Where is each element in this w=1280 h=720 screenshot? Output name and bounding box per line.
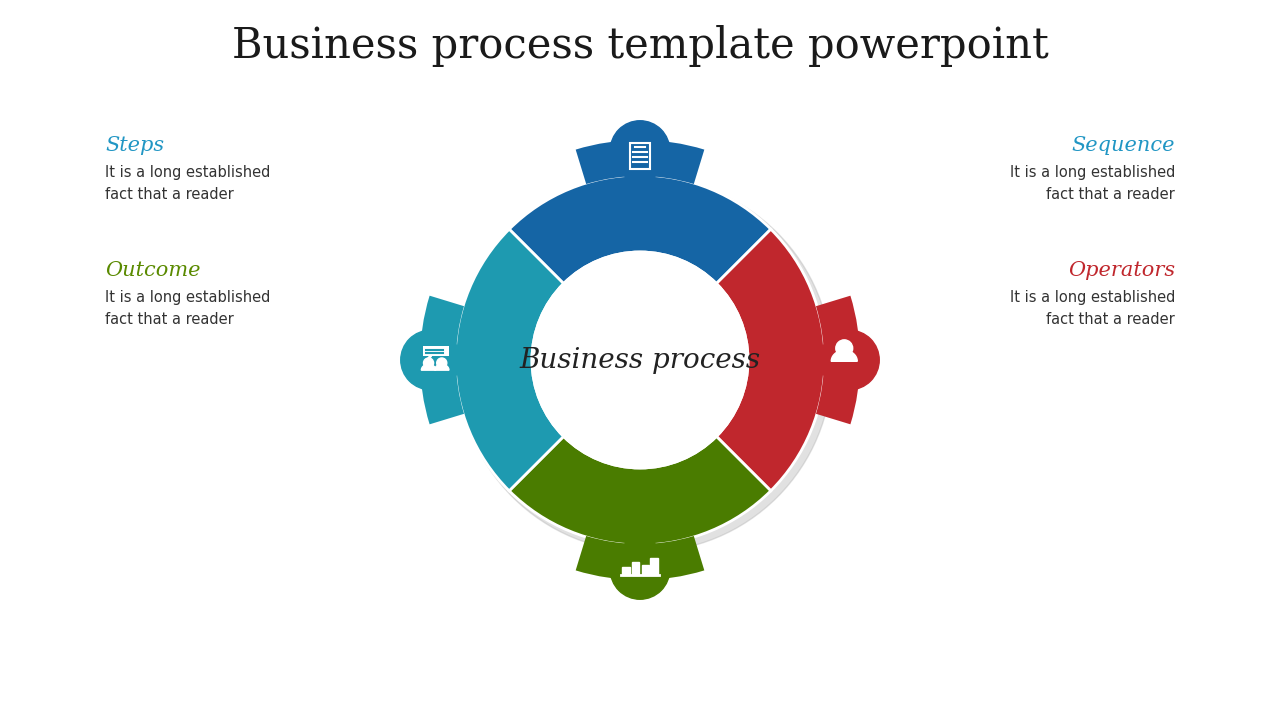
Bar (630, 143, 650, 169)
Text: Business process template powerpoint: Business process template powerpoint (232, 25, 1048, 67)
Polygon shape (831, 350, 858, 361)
Text: Steps: Steps (105, 136, 164, 155)
Wedge shape (420, 296, 465, 424)
Text: It is a long established
fact that a reader: It is a long established fact that a rea… (1010, 290, 1175, 327)
Wedge shape (509, 436, 771, 545)
Text: It is a long established
fact that a reader: It is a long established fact that a rea… (1010, 165, 1175, 202)
Circle shape (401, 330, 461, 390)
Circle shape (458, 178, 832, 552)
Circle shape (836, 340, 852, 356)
Bar (622, 567, 630, 575)
Circle shape (532, 252, 748, 468)
Text: Operators: Operators (1068, 261, 1175, 280)
Polygon shape (421, 364, 435, 370)
Polygon shape (428, 356, 431, 359)
Bar (650, 558, 658, 575)
Text: Sequence: Sequence (1071, 136, 1175, 155)
Circle shape (819, 330, 879, 390)
Bar (641, 564, 649, 575)
Wedge shape (576, 140, 704, 184)
Wedge shape (815, 296, 860, 424)
Circle shape (611, 540, 669, 599)
Text: It is a long established
fact that a reader: It is a long established fact that a rea… (105, 290, 270, 327)
Wedge shape (454, 229, 563, 491)
Circle shape (436, 358, 447, 368)
Wedge shape (576, 536, 704, 580)
Polygon shape (434, 364, 449, 370)
Circle shape (424, 358, 434, 368)
Text: It is a long established
fact that a reader: It is a long established fact that a rea… (105, 165, 270, 202)
Bar (422, 346, 449, 356)
Text: Outcome: Outcome (105, 261, 201, 280)
Wedge shape (717, 229, 826, 491)
Bar (632, 562, 640, 575)
Text: Business process: Business process (520, 346, 760, 374)
Wedge shape (509, 175, 771, 284)
Circle shape (611, 121, 669, 180)
